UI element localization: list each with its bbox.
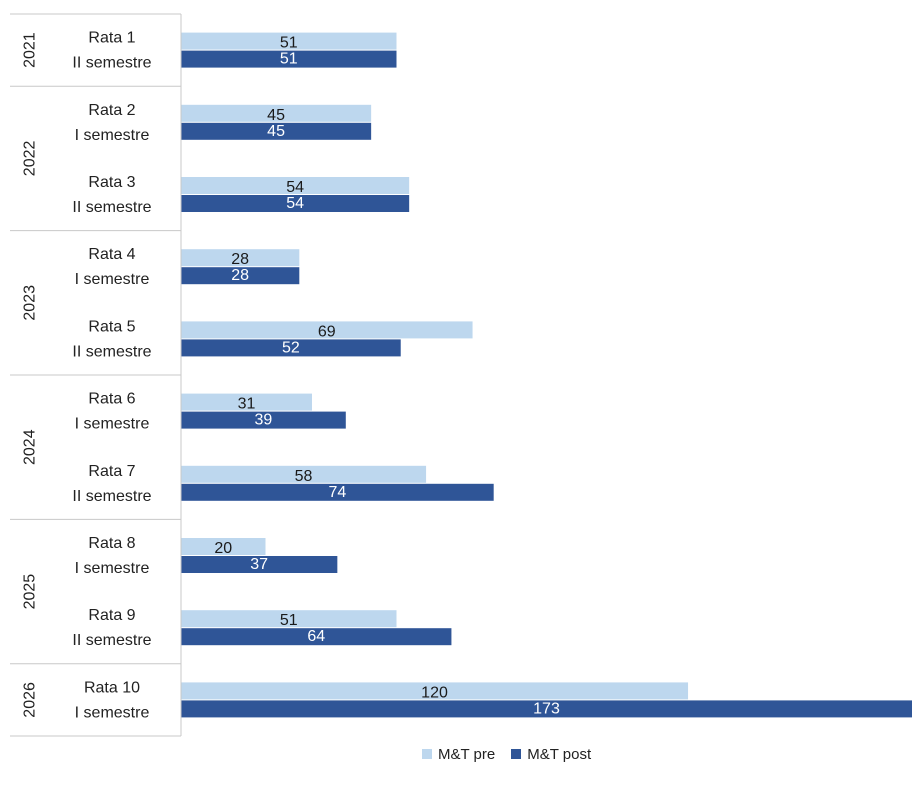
category-label-semester: I semestre (75, 704, 150, 721)
bar-pre (181, 538, 266, 555)
category-label-semester: I semestre (75, 560, 150, 577)
category-label-semester: II semestre (72, 632, 151, 649)
legend-swatch-post (511, 749, 522, 759)
category-label-semester: II semestre (72, 488, 151, 505)
category-label-rata: Rata 4 (88, 246, 135, 263)
data-label-post: 51 (280, 51, 298, 68)
category-label-rata: Rata 1 (88, 30, 135, 47)
data-label-pre: 69 (318, 323, 336, 340)
data-label-pre: 45 (267, 107, 285, 124)
bar-pre (181, 32, 397, 50)
data-label-post: 45 (267, 123, 285, 140)
year-label: 2026 (22, 682, 39, 718)
category-label-rata: Rata 3 (88, 174, 135, 191)
year-label: 2022 (22, 141, 39, 177)
category-label-semester: II semestre (72, 199, 151, 216)
bar-post (181, 267, 300, 285)
bar-post (181, 122, 372, 140)
category-label-rata: Rata 7 (88, 463, 135, 480)
category-label-semester: I semestre (75, 127, 150, 144)
data-label-pre: 28 (231, 251, 249, 268)
bar-pre (181, 104, 372, 122)
bar-post (181, 50, 397, 68)
bar-pre (181, 177, 410, 194)
bar-pre (181, 465, 427, 483)
category-label-rata: Rata 10 (84, 679, 140, 696)
bar-pre (181, 249, 300, 267)
legend-item-post: M&T post (511, 746, 591, 763)
bar-pre (181, 393, 312, 411)
year-label: 2025 (22, 574, 39, 610)
data-label-pre: 20 (214, 540, 232, 557)
category-label-semester: I semestre (75, 271, 150, 288)
bar-post (181, 411, 346, 429)
category-label-rata: Rata 5 (88, 318, 135, 335)
legend-label-pre: M&T pre (438, 745, 496, 763)
data-label-pre: 31 (238, 396, 256, 413)
data-label-pre: 120 (421, 684, 448, 701)
data-label-post: 28 (231, 267, 249, 284)
legend-label-post: M&T post (527, 745, 592, 763)
data-label-post: 39 (254, 412, 272, 429)
year-label: 2024 (22, 429, 39, 465)
data-label-post: 52 (282, 339, 300, 356)
legend-item-pre: M&T pre (422, 746, 495, 763)
category-label-rata: Rata 9 (88, 607, 135, 624)
bar-pre (181, 610, 397, 628)
bar-post (181, 628, 452, 646)
data-label-post: 54 (286, 195, 304, 212)
legend: M&T pre M&T post (422, 744, 607, 764)
data-label-post: 64 (307, 628, 325, 645)
category-label-semester: II semestre (72, 55, 151, 72)
data-label-post: 74 (328, 484, 346, 501)
data-label-pre: 58 (295, 468, 313, 485)
category-label-rata: Rata 6 (88, 391, 135, 408)
bar-post (181, 195, 410, 212)
category-label-rata: Rata 8 (88, 535, 135, 552)
year-label: 2023 (22, 285, 39, 321)
bar-post (181, 556, 338, 573)
data-label-post: 37 (250, 556, 268, 573)
data-label-pre: 54 (286, 179, 304, 196)
category-label-rata: Rata 2 (88, 102, 135, 119)
data-label-pre: 51 (280, 35, 298, 52)
category-label-semester: II semestre (72, 343, 151, 360)
data-label-post: 173 (533, 700, 560, 717)
bar-post (181, 339, 401, 357)
data-label-pre: 51 (280, 612, 298, 629)
bar-post (181, 483, 494, 501)
bar-post (181, 700, 912, 718)
bar-pre (181, 682, 689, 700)
bar-pre (181, 321, 473, 339)
year-label: 2021 (22, 32, 39, 68)
category-label-semester: I semestre (75, 416, 150, 433)
legend-swatch-pre (422, 749, 432, 759)
